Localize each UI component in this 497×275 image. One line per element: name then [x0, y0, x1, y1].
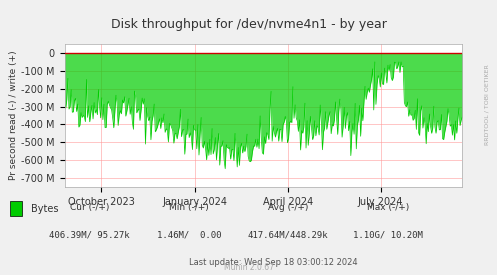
Text: Munin 2.0.67: Munin 2.0.67: [224, 263, 273, 272]
Text: 1.10G/ 10.20M: 1.10G/ 10.20M: [353, 231, 422, 240]
Text: 417.64M/448.29k: 417.64M/448.29k: [248, 231, 329, 240]
Text: Bytes: Bytes: [31, 204, 58, 214]
Text: 1.46M/  0.00: 1.46M/ 0.00: [157, 231, 221, 240]
Text: Min (-/+): Min (-/+): [169, 203, 209, 212]
Text: Disk throughput for /dev/nvme4n1 - by year: Disk throughput for /dev/nvme4n1 - by ye…: [110, 18, 387, 31]
Text: Avg (-/+): Avg (-/+): [268, 203, 309, 212]
Text: Max (-/+): Max (-/+): [366, 203, 409, 212]
Text: RRDTOOL / TOBI OETIKER: RRDTOOL / TOBI OETIKER: [485, 64, 490, 145]
Text: Last update: Wed Sep 18 03:00:12 2024: Last update: Wed Sep 18 03:00:12 2024: [189, 258, 358, 267]
FancyBboxPatch shape: [10, 201, 22, 216]
Text: Cur (-/+): Cur (-/+): [70, 203, 109, 212]
Y-axis label: Pr second read (-) / write (+): Pr second read (-) / write (+): [9, 51, 18, 180]
Text: 406.39M/ 95.27k: 406.39M/ 95.27k: [49, 231, 130, 240]
